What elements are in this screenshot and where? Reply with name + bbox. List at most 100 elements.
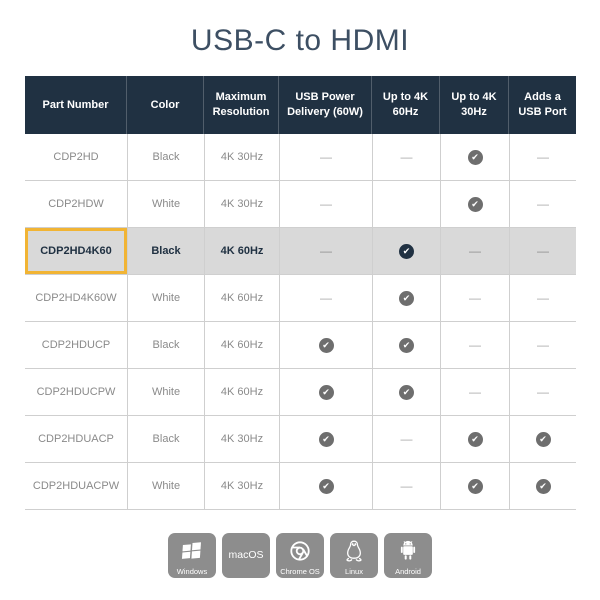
os-badge-label: Chrome OS <box>280 566 320 576</box>
os-badge-label: Linux <box>345 566 363 576</box>
table-row: CDP2HD4K60 Black 4K 60Hz — ✔ — — <box>25 228 576 275</box>
part-cell: CDP2HD4K60 <box>25 228 127 275</box>
not-available-dash: — <box>320 291 332 305</box>
up-to-4k60-cell: ✔ <box>372 322 440 369</box>
os-badge-label: Android <box>395 566 421 576</box>
check-icon: ✔ <box>467 196 483 212</box>
up-to-4k60-cell <box>372 181 440 228</box>
check-icon: ✔ <box>399 384 414 400</box>
check-icon: ✔ <box>399 290 414 306</box>
check-icon: ✔ <box>467 478 483 494</box>
color-cell: White <box>127 275 204 322</box>
part-cell: CDP2HDUCPW <box>25 369 127 416</box>
resolution-cell: 4K 60Hz <box>204 369 279 416</box>
resolution-cell: 4K 30Hz <box>204 416 279 463</box>
column-header: USB Power Delivery (60W) <box>279 76 372 134</box>
up-to-4k30-cell: ✔ <box>440 181 509 228</box>
adds-usb-port-cell: — <box>509 228 576 275</box>
usb-power-delivery-cell: ✔ <box>279 416 372 463</box>
not-available-dash: — <box>320 150 332 164</box>
adds-usb-port-cell: — <box>509 369 576 416</box>
usb-power-delivery-cell: ✔ <box>279 369 372 416</box>
adds-usb-port-cell: ✔ <box>509 463 576 510</box>
usb-power-delivery-cell: — <box>279 228 372 275</box>
part-cell: CDP2HD <box>25 134 127 181</box>
column-header: Adds a USB Port <box>509 76 576 134</box>
color-cell: Black <box>127 416 204 463</box>
column-header: Up to 4K 60Hz <box>372 76 440 134</box>
table-row: CDP2HDUCPW White 4K 60Hz ✔ ✔ — — <box>25 369 576 416</box>
os-compatibility-row: Windows macOS Chrome OS Linux Android <box>0 533 600 578</box>
check-icon: ✔ <box>399 243 414 259</box>
table-row: CDP2HD Black 4K 30Hz — — ✔ — <box>25 134 576 181</box>
column-header: Up to 4K 30Hz <box>440 76 509 134</box>
color-cell: Black <box>127 228 204 275</box>
usb-power-delivery-cell: ✔ <box>279 463 372 510</box>
color-cell: White <box>127 369 204 416</box>
up-to-4k30-cell: ✔ <box>440 134 509 181</box>
adds-usb-port-cell: — <box>509 322 576 369</box>
up-to-4k60-cell: ✔ <box>372 275 440 322</box>
table-row: CDP2HDUACPW White 4K 30Hz ✔ — ✔ ✔ <box>25 463 576 510</box>
not-available-dash: — <box>537 150 549 164</box>
table-row: CDP2HDUACP Black 4K 30Hz ✔ — ✔ ✔ <box>25 416 576 463</box>
adds-usb-port-cell: — <box>509 275 576 322</box>
table-row: CDP2HDW White 4K 30Hz — ✔ — <box>25 181 576 228</box>
not-available-dash: — <box>400 432 413 446</box>
os-badge-macos: macOS <box>222 533 270 578</box>
windows-icon <box>168 538 216 564</box>
part-cell: CDP2HDW <box>25 181 127 228</box>
column-header: Part Number <box>25 76 127 134</box>
not-available-dash: — <box>537 338 549 352</box>
not-available-dash: — <box>469 244 481 258</box>
not-available-dash: — <box>469 291 481 305</box>
not-available-dash: — <box>469 385 481 399</box>
table-row: CDP2HD4K60W White 4K 60Hz — ✔ — — <box>25 275 576 322</box>
os-badge-linux: Linux <box>330 533 378 578</box>
resolution-cell: 4K 30Hz <box>204 134 279 181</box>
usb-power-delivery-cell: ✔ <box>279 322 372 369</box>
not-available-dash: — <box>400 150 413 164</box>
resolution-cell: 4K 30Hz <box>204 181 279 228</box>
check-icon: ✔ <box>467 149 483 165</box>
color-cell: Black <box>127 322 204 369</box>
os-badge-label: macOS <box>228 549 264 562</box>
not-available-dash: — <box>537 291 549 305</box>
resolution-cell: 4K 60Hz <box>204 322 279 369</box>
android-icon <box>384 538 432 564</box>
adds-usb-port-cell: ✔ <box>509 416 576 463</box>
up-to-4k60-cell: ✔ <box>372 369 440 416</box>
not-available-dash: — <box>320 244 332 258</box>
not-available-dash: — <box>537 244 549 258</box>
check-icon: ✔ <box>399 337 414 353</box>
table-row: CDP2HDUCP Black 4K 60Hz ✔ ✔ — — <box>25 322 576 369</box>
up-to-4k60-cell: — <box>372 463 440 510</box>
resolution-cell: 4K 60Hz <box>204 228 279 275</box>
table-body: CDP2HD Black 4K 30Hz — — ✔ — CDP2HDW White 4K 30H… <box>25 134 576 510</box>
color-cell: White <box>127 463 204 510</box>
check-icon: ✔ <box>535 478 551 494</box>
check-icon: ✔ <box>318 337 334 353</box>
resolution-cell: 4K 30Hz <box>204 463 279 510</box>
usb-power-delivery-cell: — <box>279 275 372 322</box>
not-available-dash: — <box>469 338 481 352</box>
part-cell: CDP2HDUCP <box>25 322 127 369</box>
check-icon: ✔ <box>318 478 334 494</box>
not-available-dash: — <box>537 197 549 211</box>
up-to-4k30-cell: ✔ <box>440 463 509 510</box>
check-icon: ✔ <box>535 431 551 447</box>
up-to-4k30-cell: ✔ <box>440 416 509 463</box>
up-to-4k60-cell: — <box>372 416 440 463</box>
up-to-4k30-cell: — <box>440 275 509 322</box>
column-header: Color <box>127 76 204 134</box>
up-to-4k30-cell: — <box>440 322 509 369</box>
comparison-table: Part Number Color Maximum Resolution USB Po… <box>25 76 576 510</box>
color-cell: White <box>127 181 204 228</box>
adds-usb-port-cell: — <box>509 181 576 228</box>
up-to-4k60-cell: ✔ <box>372 228 440 275</box>
os-badge-label: Windows <box>176 566 208 576</box>
up-to-4k60-cell: — <box>372 134 440 181</box>
column-header: Maximum Resolution <box>204 76 279 134</box>
linux-icon <box>330 538 378 564</box>
check-icon: ✔ <box>318 384 334 400</box>
